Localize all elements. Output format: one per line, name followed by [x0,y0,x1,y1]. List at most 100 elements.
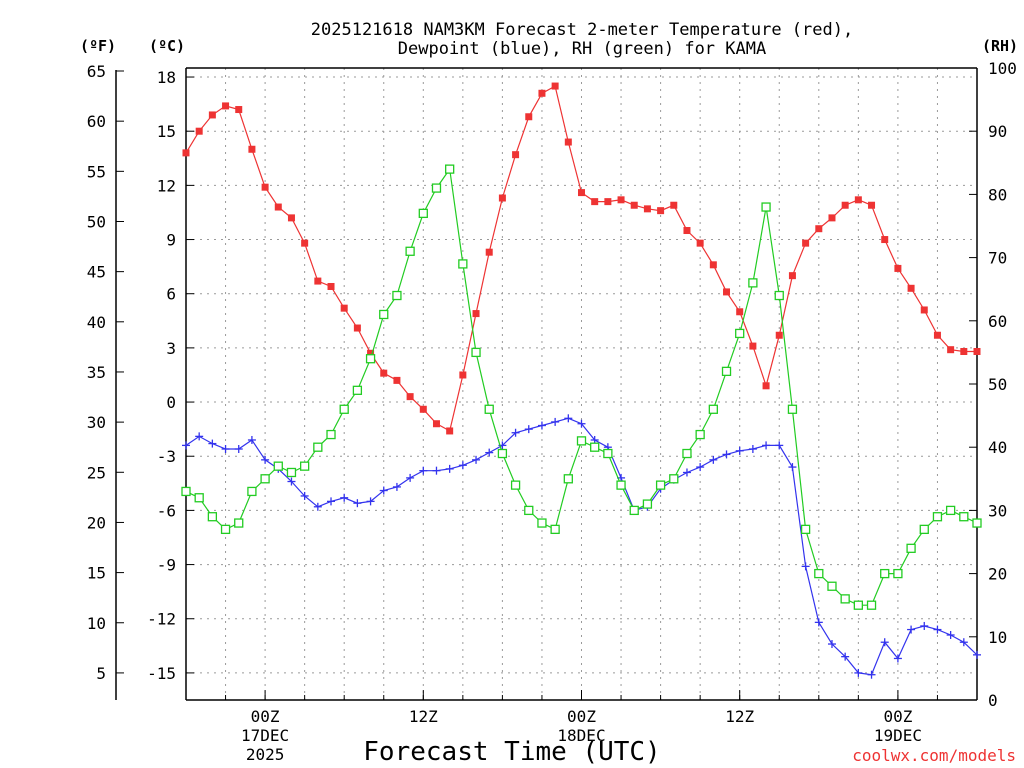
dewpoint-point [261,455,270,464]
chart-title-line2: Dewpoint (blue), RH (green) for KAMA [398,39,766,59]
dewpoint-point [814,618,823,627]
temperature-point [314,277,322,285]
temperature-point [287,214,295,222]
fahrenheit-tick-label: 5 [96,664,106,683]
dewpoint-point [432,466,441,475]
fahrenheit-tick-label: 65 [87,62,106,81]
chart-title-line1: 2025121618 NAM3KM Forecast 2-meter Tempe… [311,20,853,40]
temperature-point [696,239,704,247]
celsius-tick-label: -9 [157,556,176,575]
dewpoint-point [841,652,850,661]
rh-point [524,505,534,516]
temperature-point [353,324,361,332]
temperature-point [538,89,546,97]
rh-point [669,474,679,484]
dewpoint-point [867,670,876,679]
rh-point [853,600,863,610]
x-tick-label: 12Z [409,707,438,726]
temperature-point [815,225,823,233]
temperature-point [419,405,427,413]
x-tick-label: 00Z [883,707,912,726]
dewpoint-point [353,499,362,508]
celsius-tick-label: 3 [166,339,176,358]
dewpoint-point [340,493,349,502]
dewpoint-point [801,562,810,571]
dewpoint-point [379,486,388,495]
dewpoint-point [973,650,981,659]
fahrenheit-tick-label: 45 [87,263,106,282]
temperature-point [973,347,981,355]
rh-point [787,404,798,414]
temperature-point [947,346,955,354]
dewpoint-point [762,441,771,450]
temperature-point [920,306,928,314]
rh-point [326,429,336,440]
temperature-point [261,183,269,191]
temperature-point [841,201,849,209]
rh-point [576,436,587,446]
dewpoint-point [208,439,217,448]
dewpoint-point [893,654,902,663]
fahrenheit-tick-label: 25 [87,463,106,482]
rh-point [484,404,494,414]
rh-point [840,594,850,604]
celsius-tick-label: -3 [157,447,176,466]
rh-point [365,354,376,364]
dewpoint-point [788,463,797,472]
rh-point [616,480,626,490]
temperature-point [578,189,585,197]
rh-tick-label: 60 [988,312,1007,331]
rh-point [959,512,969,522]
rh-point [273,461,283,471]
rh-point [827,581,837,591]
temperature-point [327,282,335,290]
rh-tick-label: 30 [988,501,1007,520]
temperature-point [301,239,309,247]
temperature-point [446,427,454,435]
dewpoint-point [234,445,243,454]
rh-point [392,290,402,301]
rh-point [814,568,824,579]
temperature-point [182,149,190,157]
rh-point [800,524,811,535]
celsius-tick-label: -15 [147,664,176,683]
rh-tick-label: 0 [988,691,998,710]
dewpoint-point [445,464,454,473]
rh-tick-label: 70 [988,249,1007,268]
rh-point [379,309,389,320]
celsius-tick-label: 9 [166,231,176,250]
fahrenheit-tick-label: 30 [87,413,106,432]
fahrenheit-tick-label: 10 [87,614,106,633]
rh-point [919,524,929,535]
temperature-point [380,369,388,377]
dewpoint-point [392,482,401,491]
temperature-point [485,248,493,256]
temperature-point [775,331,783,339]
temperature-point [762,382,770,390]
dewpoint-point [313,502,322,511]
rh-point [537,518,547,528]
rh-point [761,202,771,212]
rh-point [945,505,956,516]
rh-point [972,518,982,528]
rh-tick-label: 10 [988,628,1007,647]
grid-layer [186,68,977,700]
x-tick-year: 2025 [246,745,285,764]
temperature-point [604,198,612,206]
temperature-point [643,205,651,213]
rh-tick-label: 80 [988,185,1007,204]
celsius-tick-label: 15 [157,122,176,141]
rh-point [748,278,758,288]
temperature-point [709,261,717,269]
temperature-point [723,288,731,296]
temperature-point [393,376,401,384]
dewpoint-point [827,640,836,649]
rh-point [708,404,718,414]
temperature-point [960,347,968,355]
dewpoint-point [419,466,428,475]
rh-tick-label: 20 [988,565,1007,584]
dewpoint-point [327,497,336,506]
x-axis-label: Forecast Time (UTC) [363,737,660,767]
celsius-tick-label: -12 [147,610,176,629]
rh-point [247,486,257,497]
